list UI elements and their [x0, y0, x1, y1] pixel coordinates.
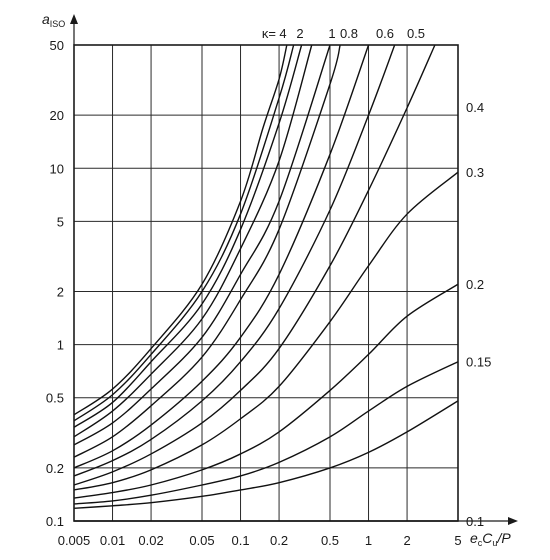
- curve-label-6: 0.6: [376, 26, 394, 41]
- kappa-prefix-label: κ=: [262, 26, 276, 41]
- curve-9: [73, 171, 459, 491]
- curve-4: [73, 44, 331, 446]
- curve-8: [73, 44, 436, 486]
- curve-12: [73, 400, 459, 510]
- y-axis-arrowhead: [70, 14, 78, 24]
- curve-label-5: 0.8: [340, 26, 358, 41]
- curve-label-4: 1: [328, 26, 335, 41]
- curve-label-10: 0.2: [466, 277, 484, 292]
- x-axis-label-c: C: [482, 530, 493, 546]
- x-axis-label-e-sub: c: [478, 538, 483, 548]
- curve-1: [73, 44, 295, 422]
- y-tick-label-8: 50: [50, 38, 64, 53]
- curve-label-11: 0.15: [466, 355, 491, 370]
- x-tick-label-3: 0.05: [189, 533, 214, 548]
- x-tick-label-8: 2: [403, 533, 410, 548]
- x-axis-label-c-sub: u: [492, 538, 497, 548]
- x-tick-label-7: 1: [365, 533, 372, 548]
- curve-label-9: 0.3: [466, 165, 484, 180]
- curve-10: [73, 283, 459, 499]
- y-tick-labels: 0.1 0.2 0.5 1 2 5 10 20 50: [46, 38, 64, 529]
- y-tick-label-2: 0.5: [46, 391, 64, 406]
- grid-lines: [74, 45, 458, 521]
- curve-labels: 4 2 1 0.8 0.6 0.50.40.30.20.150.1κ=: [262, 26, 491, 529]
- curve-label-7: 0.5: [407, 26, 425, 41]
- x-tick-label-1: 0.01: [100, 533, 125, 548]
- curve-7: [73, 44, 396, 477]
- curve-0: [73, 44, 288, 416]
- x-axis-label-e: e: [470, 530, 478, 546]
- y-tick-label-4: 2: [57, 285, 64, 300]
- y-tick-label-1: 0.2: [46, 461, 64, 476]
- curve-label-8: 0.4: [466, 100, 484, 115]
- x-tick-label-0: 0.005: [58, 533, 91, 548]
- y-axis-label: aISO: [42, 11, 65, 29]
- y-axis-label-sub: ISO: [50, 19, 66, 29]
- x-tick-label-5: 0.2: [270, 533, 288, 548]
- x-tick-label-9: 5: [454, 533, 461, 548]
- x-tick-labels: 0.005 0.01 0.02 0.05 0.1 0.2 0.5 1 2 5: [58, 533, 462, 548]
- x-axis-label-rest: /P: [496, 530, 511, 546]
- x-axis-label: ecCu/P: [470, 530, 511, 548]
- x-tick-label-6: 0.5: [321, 533, 339, 548]
- x-tick-label-4: 0.1: [231, 533, 249, 548]
- curve-2: [73, 44, 303, 428]
- y-tick-label-5: 5: [57, 214, 64, 229]
- curve-5: [73, 44, 341, 458]
- x-axis-arrowhead: [508, 517, 518, 525]
- plot-frame: [73, 44, 459, 522]
- curve-label-0: 4: [279, 26, 286, 41]
- y-tick-label-6: 10: [50, 161, 64, 176]
- curves-group: [73, 44, 459, 522]
- y-tick-label-0: 0.1: [46, 514, 64, 529]
- curve-3: [73, 44, 313, 438]
- curve-label-1: 2: [296, 26, 303, 41]
- curve-6: [73, 44, 370, 469]
- curve-11: [73, 361, 459, 505]
- y-tick-label-3: 1: [57, 338, 64, 353]
- y-axis-label-main: a: [42, 11, 50, 27]
- x-tick-label-2: 0.02: [138, 533, 163, 548]
- y-tick-label-7: 20: [50, 108, 64, 123]
